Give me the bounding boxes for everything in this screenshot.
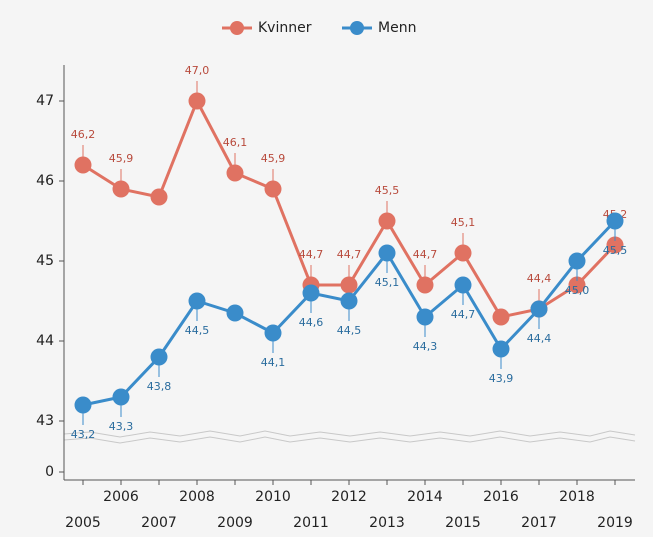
data-label: 45,5 [603, 244, 628, 257]
x-tick-label: 2012 [331, 489, 367, 505]
axis-break [63, 430, 636, 444]
legend-label: Menn [378, 20, 416, 36]
y-tick-label: 45 [36, 253, 54, 269]
data-label: 44,6 [299, 316, 324, 329]
data-label: 45,5 [375, 184, 400, 197]
data-label: 43,8 [147, 380, 172, 393]
legend-marker [350, 21, 364, 35]
data-label: 44,4 [527, 272, 552, 285]
data-label: 46,1 [223, 136, 248, 149]
data-label: 44,4 [527, 332, 552, 345]
x-tick-label: 2008 [179, 489, 215, 505]
y-tick-label: 47 [36, 93, 54, 109]
data-label: 43,9 [489, 372, 514, 385]
break-line [63, 430, 636, 438]
x-tick-label: 2011 [293, 515, 329, 531]
data-label: 46,2 [71, 128, 96, 141]
data-label: 43,3 [109, 420, 134, 433]
y-tick-label: 44 [36, 333, 54, 349]
data-label: 44,3 [413, 340, 438, 353]
data-label: 44,7 [299, 248, 324, 261]
point [492, 308, 510, 326]
data-label: 44,7 [413, 248, 438, 261]
y-tick-label: 0 [45, 464, 54, 480]
data-label: 47,0 [185, 64, 210, 77]
data-label: 44,7 [337, 248, 362, 261]
data-label: 43,2 [71, 428, 96, 441]
y-tick-label: 46 [36, 173, 54, 189]
legend-marker [230, 21, 244, 35]
data-label: 45,0 [565, 284, 590, 297]
point [226, 304, 244, 322]
x-tick-label: 2015 [445, 515, 481, 531]
data-label: 45,9 [261, 152, 286, 165]
x-tick-label: 2017 [521, 515, 557, 531]
data-label: 45,9 [109, 152, 134, 165]
break-line [63, 436, 636, 444]
x-tick-label: 2006 [103, 489, 139, 505]
data-label: 45,1 [375, 276, 400, 289]
y-tick-label: 43 [36, 413, 54, 429]
data-label: 45,1 [451, 216, 476, 229]
x-tick-label: 2013 [369, 515, 405, 531]
x-tick-label: 2005 [65, 515, 101, 531]
data-label: 44,5 [337, 324, 362, 337]
x-tick-label: 2010 [255, 489, 291, 505]
point [568, 276, 586, 294]
x-tick-label: 2018 [559, 489, 595, 505]
data-label: 44,1 [261, 356, 286, 369]
x-tick-label: 2016 [483, 489, 519, 505]
data-label: 44,7 [451, 308, 476, 321]
x-tick-label: 2007 [141, 515, 177, 531]
legend-label: Kvinner [258, 20, 312, 36]
x-tick-label: 2019 [597, 515, 633, 531]
data-label: 44,5 [185, 324, 210, 337]
x-tick-label: 2009 [217, 515, 253, 531]
point [150, 188, 168, 206]
x-tick-label: 2014 [407, 489, 443, 505]
